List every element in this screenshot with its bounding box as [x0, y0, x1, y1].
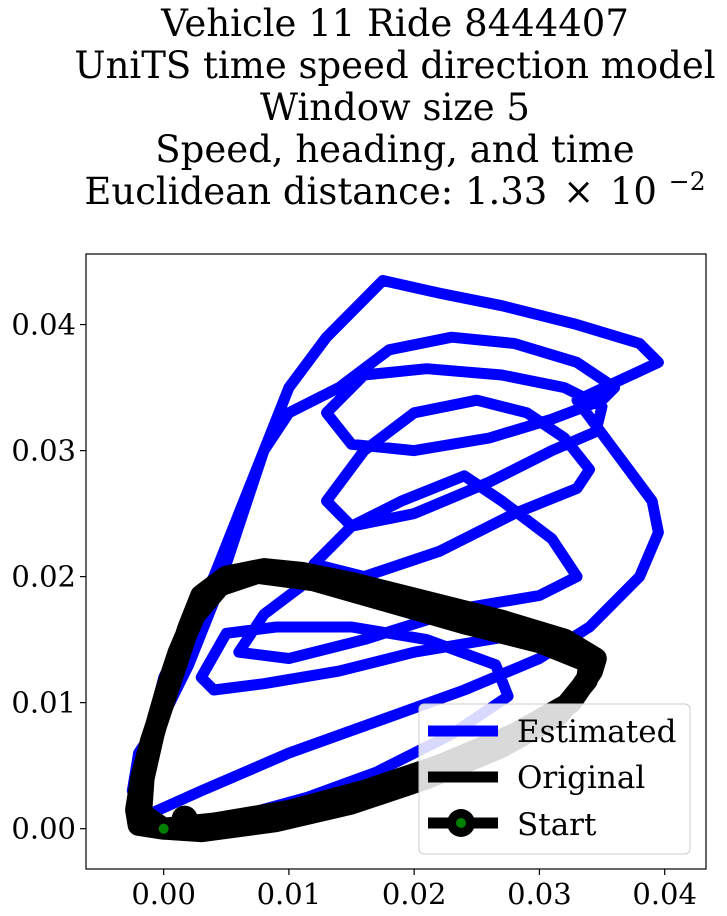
start-marker-point	[158, 823, 169, 834]
y-tick-label: 0.01	[11, 686, 76, 720]
x-axis: 0.00 0.01 0.02 0.03 0.04	[131, 869, 697, 911]
legend-label-start: Start	[517, 807, 597, 843]
chart-title: Vehicle 11 Ride 8444407 UniTS time speed…	[74, 2, 715, 213]
legend-marker-start-inner	[456, 818, 466, 828]
title-metric-exponent: −2	[669, 167, 706, 196]
title-line-2: UniTS time speed direction model	[74, 44, 715, 87]
x-tick-label: 0.01	[257, 877, 322, 911]
plot-frame	[85, 253, 707, 870]
series-layer	[125, 275, 664, 843]
legend-frame	[418, 703, 691, 855]
title-metric-times: ×	[563, 170, 594, 213]
x-tick-label: 0.02	[382, 877, 447, 911]
title-metric-base: 10	[610, 170, 657, 213]
title-line-3: Window size 5	[260, 86, 530, 129]
title-metric-label: Euclidean distance:	[84, 170, 465, 213]
y-tick-label: 0.03	[11, 434, 76, 468]
legend-label-estimated: Estimated	[517, 714, 676, 750]
y-tick-label: 0.04	[11, 308, 76, 342]
x-tick-label: 0.04	[632, 877, 697, 911]
start-marker-outer	[171, 805, 198, 832]
x-tick-label: 0.00	[131, 877, 196, 911]
legend: Estimated Original Start	[418, 703, 691, 855]
y-tick-label: 0.02	[11, 560, 76, 594]
series-original-line	[125, 558, 607, 843]
legend-label-original: Original	[517, 760, 645, 796]
title-line-4: Speed, heading, and time	[155, 128, 634, 171]
title-metric-mantissa: 1.33	[465, 170, 547, 213]
x-tick-label: 0.03	[507, 877, 572, 911]
y-axis: 0.00 0.01 0.02 0.03 0.04	[11, 308, 86, 846]
y-tick-label: 0.00	[11, 812, 76, 846]
title-line-1: Vehicle 11 Ride 8444407	[160, 2, 629, 45]
title-line-5: Euclidean distance: 1.33 × 10 −2	[84, 167, 705, 213]
